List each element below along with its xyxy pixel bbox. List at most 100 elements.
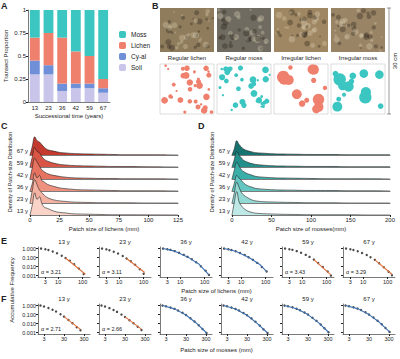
svg-text:100: 100: [261, 279, 270, 285]
svg-text:Regular moss: Regular moss: [225, 55, 262, 61]
svg-text:Irregular moss: Irregular moss: [339, 55, 377, 61]
svg-text:42 y: 42 y: [241, 296, 252, 302]
svg-text:23 y: 23 y: [219, 196, 230, 202]
svg-text:10: 10: [238, 279, 244, 285]
svg-text:3: 3: [286, 336, 289, 342]
svg-text:10: 10: [299, 279, 305, 285]
svg-text:42 y: 42 y: [17, 172, 28, 178]
svg-text:E: E: [1, 236, 7, 246]
svg-text:23 y: 23 y: [119, 239, 130, 245]
svg-text:B: B: [152, 1, 159, 11]
svg-text:67: 67: [100, 105, 107, 111]
svg-text:42 y: 42 y: [241, 239, 252, 245]
svg-text:0.010: 0.010: [22, 264, 36, 270]
svg-text:100: 100: [200, 279, 209, 285]
svg-text:100: 100: [306, 217, 317, 223]
svg-text:α = 3.43: α = 3.43: [285, 269, 305, 275]
svg-text:100: 100: [139, 279, 148, 285]
svg-text:0.75: 0.75: [14, 30, 26, 36]
svg-text:150: 150: [345, 217, 356, 223]
svg-text:125: 125: [173, 217, 184, 223]
svg-text:13 y: 13 y: [219, 208, 230, 214]
svg-text:1.000: 1.000: [22, 303, 36, 309]
svg-text:0.25: 0.25: [14, 76, 26, 82]
svg-text:Accumulative Frequency: Accumulative Frequency: [9, 257, 15, 323]
svg-text:Patch size of lichens (mm): Patch size of lichens (mm): [69, 226, 139, 232]
svg-text:200: 200: [385, 217, 396, 223]
svg-text:59 y: 59 y: [302, 239, 313, 245]
svg-text:67 y: 67 y: [219, 148, 230, 154]
svg-text:10: 10: [177, 279, 183, 285]
svg-text:23: 23: [45, 105, 52, 111]
svg-text:1: 1: [23, 7, 27, 13]
svg-text:36 y: 36 y: [180, 239, 191, 245]
svg-text:67 y: 67 y: [363, 296, 374, 302]
svg-text:30: 30: [61, 336, 67, 342]
svg-text:100: 100: [143, 217, 154, 223]
svg-text:3: 3: [225, 336, 228, 342]
svg-text:3: 3: [227, 279, 230, 285]
svg-text:Regular lichen: Regular lichen: [168, 55, 206, 61]
svg-text:59 y: 59 y: [17, 160, 28, 166]
svg-text:13 y: 13 y: [58, 239, 69, 245]
svg-text:25: 25: [56, 217, 63, 223]
svg-text:300: 300: [79, 336, 88, 342]
svg-text:10: 10: [116, 279, 122, 285]
svg-text:0: 0: [28, 217, 32, 223]
svg-text:30: 30: [183, 336, 189, 342]
svg-text:1.000: 1.000: [22, 246, 36, 252]
svg-text:10: 10: [360, 279, 366, 285]
svg-text:13 y: 13 y: [58, 296, 69, 302]
svg-text:300: 300: [323, 336, 332, 342]
svg-text:300: 300: [201, 336, 210, 342]
svg-text:36 y: 36 y: [17, 184, 28, 190]
svg-text:0.5: 0.5: [18, 53, 27, 59]
svg-text:30: 30: [366, 336, 372, 342]
svg-text:23 y: 23 y: [119, 296, 130, 302]
svg-text:Density of Patch-size Distribu: Density of Patch-size Distribution: [209, 132, 215, 213]
svg-text:100: 100: [322, 279, 331, 285]
svg-text:0.001: 0.001: [22, 330, 36, 336]
svg-text:30: 30: [122, 336, 128, 342]
svg-text:13 y: 13 y: [17, 208, 28, 214]
svg-text:67 y: 67 y: [17, 148, 28, 154]
svg-text:3: 3: [105, 279, 108, 285]
svg-text:F: F: [1, 294, 7, 304]
svg-text:Moss: Moss: [131, 31, 147, 38]
svg-text:50: 50: [86, 217, 93, 223]
svg-text:30: 30: [305, 336, 311, 342]
svg-text:0.100: 0.100: [22, 312, 36, 318]
svg-text:100: 100: [383, 279, 392, 285]
svg-text:Lichen: Lichen: [131, 42, 151, 49]
svg-text:300: 300: [262, 336, 271, 342]
svg-text:67 y: 67 y: [363, 239, 374, 245]
svg-text:0.001: 0.001: [22, 273, 36, 279]
svg-text:0: 0: [23, 99, 27, 105]
svg-text:59: 59: [86, 105, 93, 111]
svg-text:50: 50: [268, 217, 275, 223]
svg-text:3: 3: [166, 279, 169, 285]
svg-text:13: 13: [31, 105, 38, 111]
svg-text:3: 3: [103, 336, 106, 342]
svg-text:A: A: [1, 1, 8, 11]
svg-text:Density of Patch-size Distribu: Density of Patch-size Distribution: [7, 132, 13, 213]
svg-text:α = 2.66: α = 2.66: [102, 326, 122, 332]
svg-text:59 y: 59 y: [302, 296, 313, 302]
svg-text:36: 36: [59, 105, 66, 111]
svg-text:Transect Proportion: Transect Proportion: [3, 30, 9, 82]
svg-text:3: 3: [349, 279, 352, 285]
svg-text:D: D: [198, 121, 205, 131]
svg-text:α = 3.11: α = 3.11: [102, 269, 122, 275]
svg-text:300: 300: [140, 336, 149, 342]
svg-text:42: 42: [72, 105, 79, 111]
svg-text:75: 75: [115, 217, 122, 223]
svg-text:0.100: 0.100: [22, 255, 36, 261]
svg-text:42 y: 42 y: [219, 172, 230, 178]
svg-text:α = 3.29: α = 3.29: [346, 269, 366, 275]
svg-text:C: C: [1, 121, 8, 131]
svg-text:α = 3.21: α = 3.21: [41, 269, 61, 275]
svg-text:36 y: 36 y: [219, 184, 230, 190]
svg-text:36 y: 36 y: [180, 296, 191, 302]
svg-text:Patch size of mosses (mm): Patch size of mosses (mm): [180, 347, 252, 353]
svg-text:Soil: Soil: [131, 64, 142, 71]
